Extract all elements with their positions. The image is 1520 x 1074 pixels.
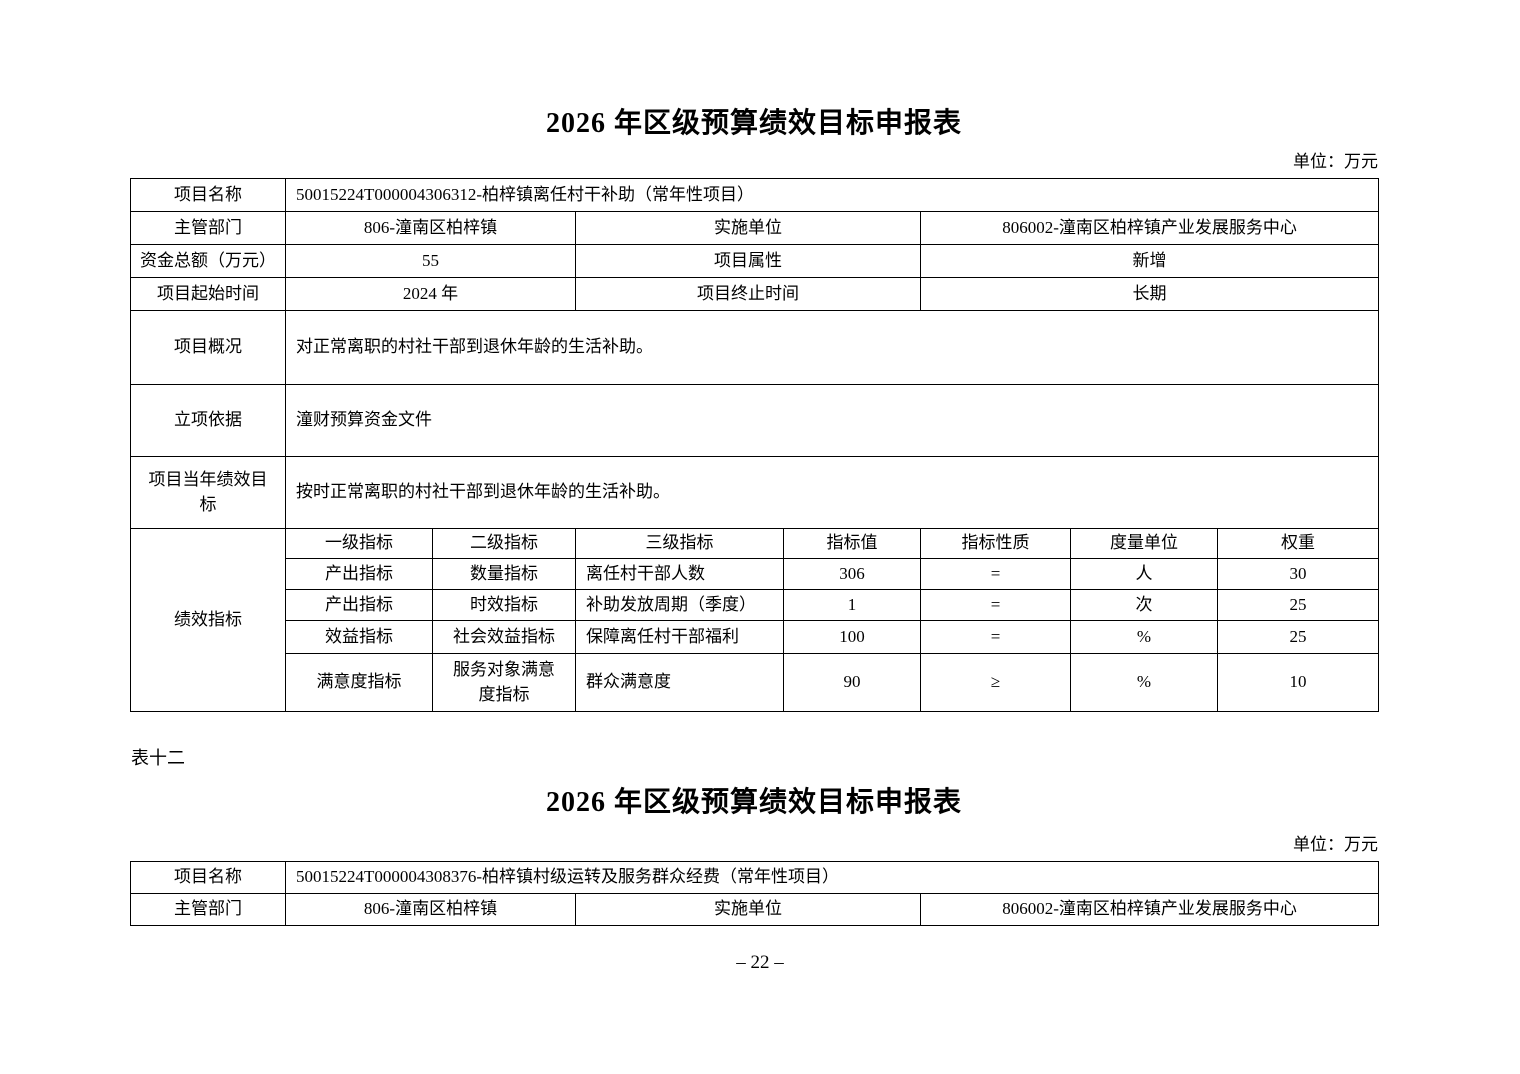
report-title-1: 2026 年区级预算绩效目标申报表 (545, 108, 962, 139)
indicator-level2: 数量指标 (432, 558, 576, 590)
indicator-header-nature: 指标性质 (920, 528, 1071, 559)
indicator-weight: 10 (1216, 653, 1380, 712)
indicator-level2-text: 服务对象满意度指标 (453, 659, 555, 704)
annual-goal-label: 项目当年绩效目标 (130, 456, 286, 529)
annual-goal-label-text: 项目当年绩效目标 (148, 469, 268, 514)
indicator-value: 1 (783, 589, 921, 621)
indicator-level3: 群众满意度 (575, 653, 784, 712)
indicator-header-unit: 度量单位 (1070, 528, 1218, 559)
indicator-level1: 产出指标 (285, 589, 433, 621)
indicator-level2: 服务对象满意度指标 (432, 653, 576, 712)
indicator-level2: 时效指标 (432, 589, 576, 621)
dept-label: 主管部门 (130, 893, 286, 926)
dept-value: 806-潼南区柏梓镇 (285, 211, 576, 245)
indicator-nature: = (920, 620, 1071, 654)
indicator-level1: 产出指标 (285, 558, 433, 590)
start-time-label: 项目起始时间 (130, 277, 286, 311)
indicator-row: 产出指标 数量指标 离任村干部人数 306 = 人 30 (131, 558, 1380, 590)
total-fund-value: 55 (285, 244, 576, 278)
performance-declaration-table-2: 项目名称 50015224T000004308376-柏梓镇村级运转及服务群众经… (130, 861, 1380, 926)
indicator-value: 90 (783, 653, 921, 712)
indicator-nature: = (920, 589, 1071, 621)
indicator-header-level3: 三级指标 (575, 528, 784, 559)
indicators-section-label: 绩效指标 (130, 528, 286, 712)
unit-label-1: 单位：万元 (1293, 152, 1378, 171)
overview-value: 对正常离职的村社干部到退休年龄的生活补助。 (284, 310, 1380, 385)
table-row: 项目名称 50015224T000004308376-柏梓镇村级运转及服务群众经… (130, 861, 1380, 894)
table-row: 项目当年绩效目标 按时正常离职的村社干部到退休年龄的生活补助。 (130, 456, 1380, 529)
dept-value: 806-潼南区柏梓镇 (285, 893, 576, 926)
performance-declaration-table-1: 项目名称 50015224T000004306312-柏梓镇离任村干补助（常年性… (130, 178, 1380, 712)
indicator-level2: 社会效益指标 (432, 620, 576, 654)
indicator-value: 100 (783, 620, 921, 654)
unit-label-2: 单位：万元 (1293, 835, 1378, 854)
project-name-label: 项目名称 (130, 178, 286, 212)
indicator-level3: 保障离任村干部福利 (575, 620, 784, 654)
indicator-nature: = (920, 558, 1071, 590)
basis-value: 潼财预算资金文件 (284, 384, 1380, 457)
indicator-weight: 30 (1216, 558, 1380, 590)
project-attr-label: 项目属性 (575, 244, 921, 278)
page-content: 2026 年区级预算绩效目标申报表 单位：万元 项目名称 50015224T00… (130, 0, 1380, 1074)
indicator-header-level1: 一级指标 (285, 528, 433, 559)
table-row: 项目起始时间 2024 年 项目终止时间 长期 (130, 277, 1380, 311)
end-time-label: 项目终止时间 (575, 277, 921, 311)
table-row: 主管部门 806-潼南区柏梓镇 实施单位 806002-潼南区柏梓镇产业发展服务… (130, 211, 1380, 245)
impl-unit-label: 实施单位 (575, 211, 921, 245)
indicator-header-row: 绩效指标 一级指标 二级指标 三级指标 指标值 指标性质 度量单位 权重 (130, 528, 1380, 712)
table-row: 主管部门 806-潼南区柏梓镇 实施单位 806002-潼南区柏梓镇产业发展服务… (130, 893, 1380, 926)
indicator-row: 满意度指标 服务对象满意度指标 群众满意度 90 ≥ % 10 (131, 653, 1380, 712)
annual-goal-value: 按时正常离职的村社干部到退休年龄的生活补助。 (284, 456, 1380, 529)
indicator-row: 产出指标 时效指标 补助发放周期（季度） 1 = 次 25 (131, 589, 1380, 621)
indicator-level1: 效益指标 (285, 620, 433, 654)
start-time-value: 2024 年 (285, 277, 576, 311)
indicator-level3: 离任村干部人数 (575, 558, 784, 590)
impl-unit-value: 806002-潼南区柏梓镇产业发展服务中心 (919, 211, 1380, 245)
indicator-level1: 满意度指标 (285, 653, 433, 712)
indicator-weight: 25 (1216, 589, 1380, 621)
project-attr-value: 新增 (919, 244, 1380, 278)
indicator-unit: % (1070, 620, 1218, 654)
indicator-nature: ≥ (920, 653, 1071, 712)
project-name-value: 50015224T000004308376-柏梓镇村级运转及服务群众经费（常年性… (284, 861, 1380, 894)
indicator-weight: 25 (1216, 620, 1380, 654)
basis-label: 立项依据 (130, 384, 286, 457)
page-number: – 22 – (736, 952, 784, 973)
indicator-level3: 补助发放周期（季度） (575, 589, 784, 621)
indicator-header-level2: 二级指标 (432, 528, 576, 559)
table-row: 项目名称 50015224T000004306312-柏梓镇离任村干补助（常年性… (130, 178, 1380, 212)
total-fund-label: 资金总额（万元） (130, 244, 286, 278)
table-row: 项目概况 对正常离职的村社干部到退休年龄的生活补助。 (130, 310, 1380, 385)
indicator-header-weight: 权重 (1216, 528, 1380, 559)
indicator-unit: % (1070, 653, 1218, 712)
project-name-value: 50015224T000004306312-柏梓镇离任村干补助（常年性项目） (284, 178, 1380, 212)
indicator-header-value: 指标值 (783, 528, 921, 559)
table-row: 资金总额（万元） 55 项目属性 新增 (130, 244, 1380, 278)
indicator-unit: 人 (1070, 558, 1218, 590)
indicator-unit: 次 (1070, 589, 1218, 621)
impl-unit-value: 806002-潼南区柏梓镇产业发展服务中心 (919, 893, 1380, 926)
table-number-note: 表十二 (131, 748, 185, 768)
table-row: 立项依据 潼财预算资金文件 (130, 384, 1380, 457)
overview-label: 项目概况 (130, 310, 286, 385)
dept-label: 主管部门 (130, 211, 286, 245)
end-time-value: 长期 (919, 277, 1380, 311)
indicator-row: 效益指标 社会效益指标 保障离任村干部福利 100 = % 25 (131, 620, 1380, 654)
indicator-value: 306 (783, 558, 921, 590)
project-name-label: 项目名称 (130, 861, 286, 894)
impl-unit-label: 实施单位 (575, 893, 921, 926)
report-title-2: 2026 年区级预算绩效目标申报表 (545, 787, 962, 818)
